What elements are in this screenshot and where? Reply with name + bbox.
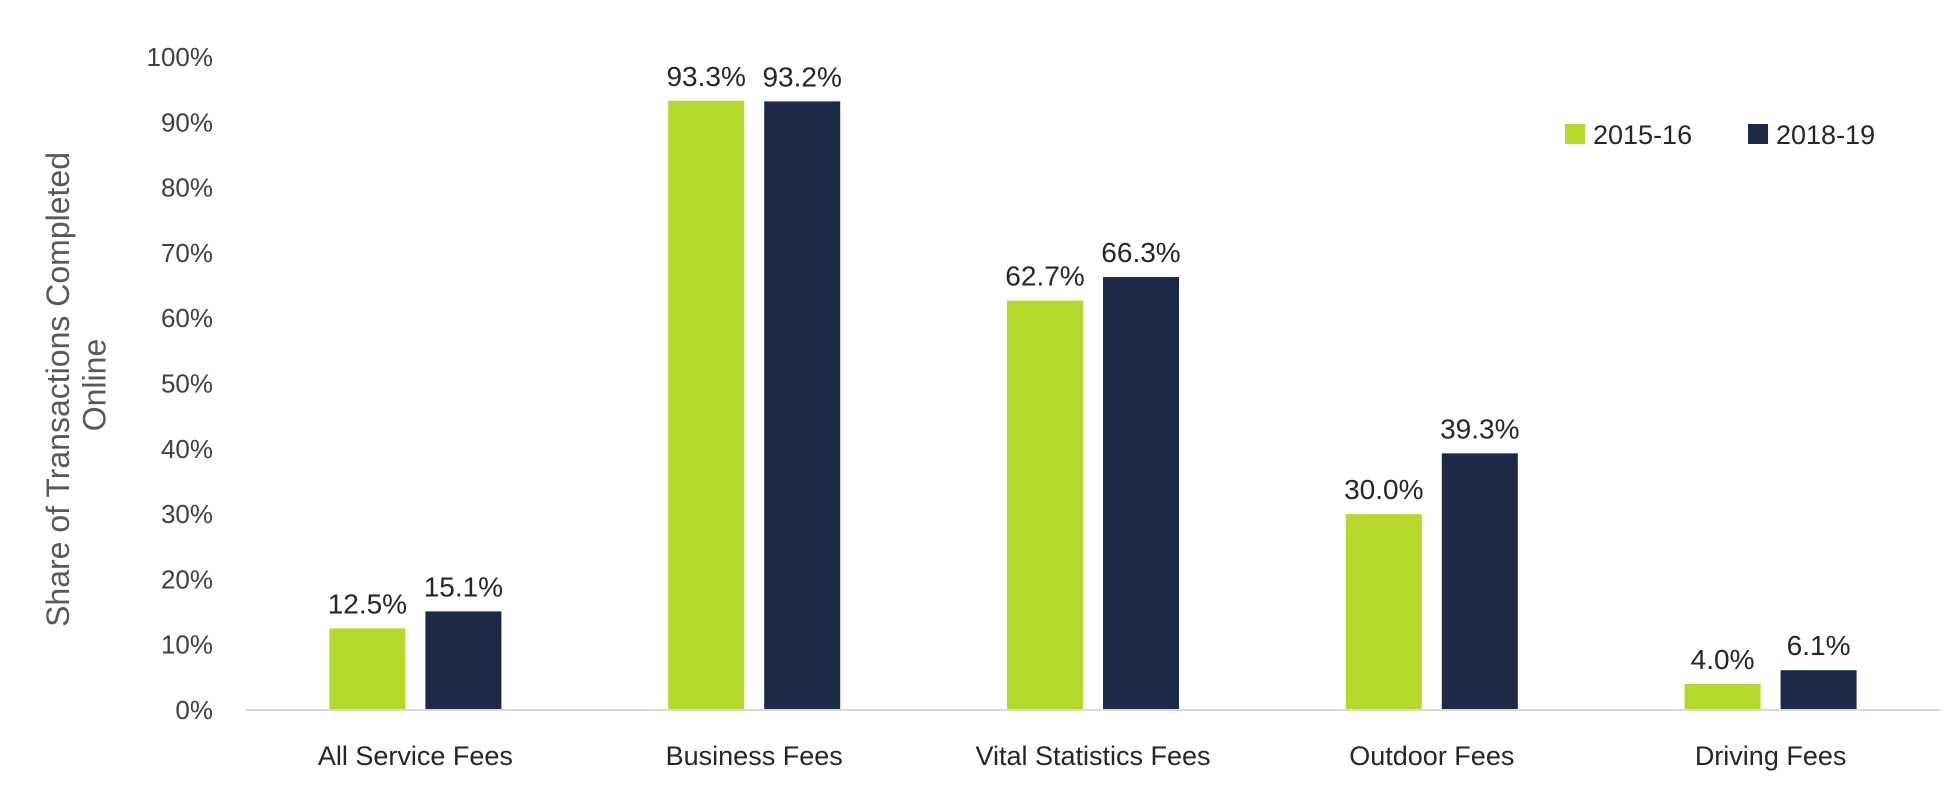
category-label: Driving Fees [1695,741,1847,771]
bar-2015-16-3 [1345,514,1422,710]
legend: 2015-16 2018-19 [1565,120,1875,150]
y-tick-label: 70% [161,238,213,268]
y-tick-label: 80% [161,173,213,203]
bars [329,100,1857,711]
data-label: 6.1% [1787,630,1851,661]
y-axis-title-line-2: Online [77,339,113,432]
category-label: Vital Statistics Fees [975,741,1210,771]
data-label: 15.1% [424,571,503,602]
y-tick-label: 30% [161,499,213,529]
data-label: 66.3% [1101,237,1180,268]
data-label: 4.0% [1691,644,1755,675]
y-tick-label: 60% [161,303,213,333]
y-tick-label: 20% [161,564,213,594]
data-label: 93.3% [666,61,745,92]
category-label: Business Fees [666,741,843,771]
bar-2018-19-3 [1441,453,1518,710]
bar-2015-16-2 [1007,300,1083,710]
legend-swatch-2018-19 [1748,124,1768,144]
y-tick-label: 90% [161,107,213,137]
y-axis-title: Share of Transactions Completed Online [40,143,113,627]
category-label: All Service Fees [318,741,513,771]
bar-2018-19-2 [1103,277,1179,710]
data-label: 12.5% [328,588,407,619]
data-label: 93.2% [762,61,841,92]
data-label: 62.7% [1005,261,1084,292]
category-label: Outdoor Fees [1349,741,1514,771]
data-label: 39.3% [1440,413,1519,444]
y-axis-title-line-1: Share of Transactions Completed [40,152,76,627]
category-labels: All Service Fees Business Fees Vital Stati… [318,741,1847,771]
y-tick-label: 0% [175,695,213,725]
bar-2015-16-1 [668,100,745,711]
y-tick-label: 10% [161,630,213,660]
y-tick-label: 40% [161,434,213,464]
bar-2018-19-4 [1780,670,1857,710]
legend-label-2018-19: 2018-19 [1776,120,1875,150]
y-tick-label: 50% [161,369,213,399]
y-axis-tick-labels: 0% 10% 20% 30% 40% 50% 60% 70% 80% 90% 100% [147,42,214,725]
y-tick-label: 100% [147,42,214,72]
data-labels: 12.5% 15.1% 93.3% 93.2% 62.7% 66.3% 30.0% 39.3%… [328,61,1851,675]
bar-2015-16-0 [329,628,406,710]
legend-label-2015-16: 2015-16 [1593,120,1692,150]
data-label: 30.0% [1344,474,1423,505]
bar-2015-16-4 [1684,683,1761,710]
bar-2018-19-0 [425,611,502,710]
bar-2018-19-1 [764,101,841,711]
legend-swatch-2015-16 [1565,124,1585,144]
